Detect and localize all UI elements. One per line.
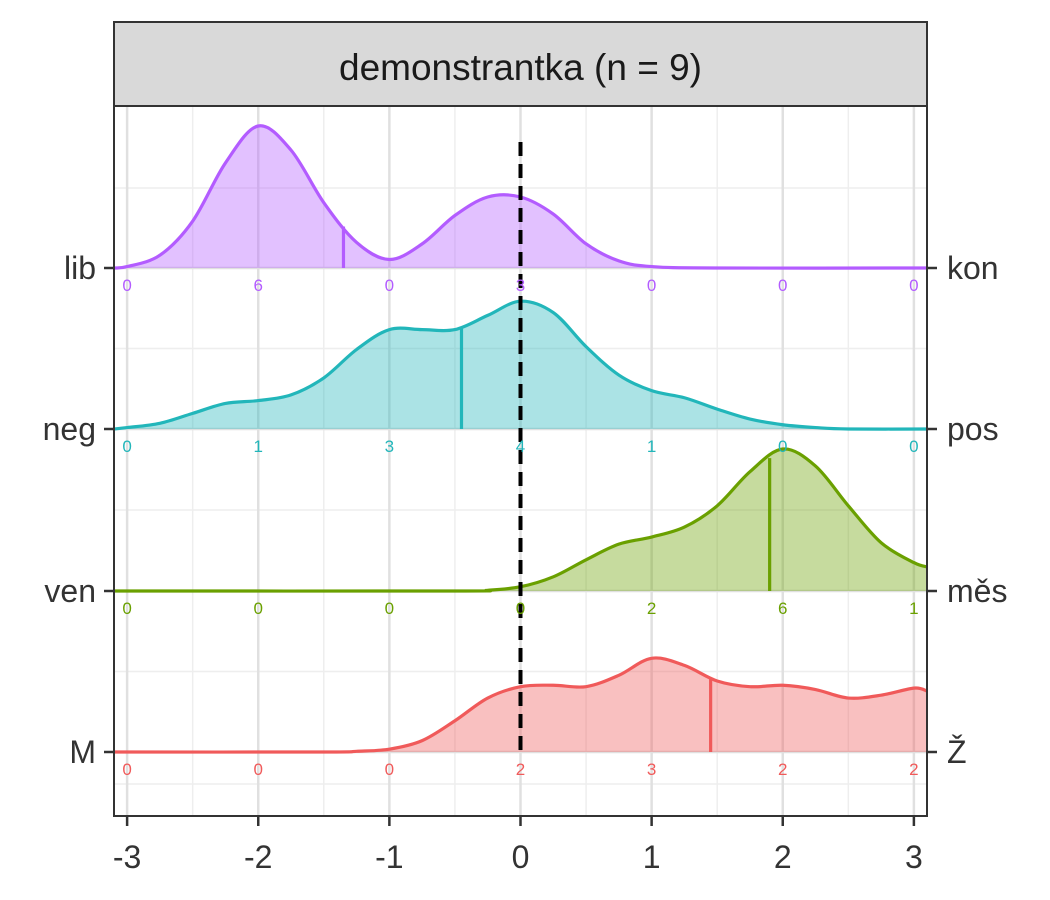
ridge-fill [114, 448, 927, 592]
facet-strip [113, 21, 928, 107]
ridge-line [113, 447, 928, 593]
count-label: 0 [778, 276, 787, 295]
count-label: 1 [254, 437, 263, 456]
count-label: 2 [909, 760, 918, 779]
count-label: 2 [778, 760, 787, 779]
x-tick-label: 0 [512, 839, 530, 875]
count-label: 0 [516, 599, 525, 618]
count-label: 1 [909, 599, 918, 618]
y-label-right: pos [947, 411, 999, 447]
count-label: 3 [647, 760, 656, 779]
count-label: 0 [122, 760, 131, 779]
count-label: 1 [647, 437, 656, 456]
y-label-left: M [69, 734, 96, 770]
x-tick-label: 3 [905, 839, 923, 875]
count-label: 0 [122, 437, 131, 456]
y-label-left: ven [44, 573, 96, 609]
count-label: 2 [516, 760, 525, 779]
x-tick-label: -2 [244, 839, 272, 875]
count-label: 0 [122, 276, 131, 295]
ridge-line [113, 656, 928, 754]
ridge-fill [114, 125, 927, 269]
axes: -3 -2 -1 0 1 2 3 lib kon neg pos ven měs M Ž [43, 250, 1008, 875]
y-label-left: lib [64, 250, 96, 286]
y-label-left: neg [43, 411, 96, 447]
count-label: 3 [516, 276, 525, 295]
count-label: 0 [254, 599, 263, 618]
count-label: 2 [647, 599, 656, 618]
count-label: 0 [385, 276, 394, 295]
count-label: 0 [909, 276, 918, 295]
x-tick-label: -3 [113, 839, 141, 875]
count-label: 6 [778, 599, 787, 618]
count-label: 0 [385, 599, 394, 618]
count-labels: 0 6 0 3 0 0 00 1 3 4 1 0 00 0 0 0 2 6 10 0 0 2 3 2 2 [122, 276, 918, 779]
count-label: 0 [647, 276, 656, 295]
x-tick-label: 1 [643, 839, 661, 875]
count-label: 0 [122, 599, 131, 618]
ridge-line [113, 299, 928, 431]
x-tick-label: 2 [774, 839, 792, 875]
y-label-right: Ž [947, 734, 967, 770]
x-tick-label: -1 [375, 839, 403, 875]
ridge-lib [113, 124, 928, 270]
count-label: 6 [254, 276, 263, 295]
ridge-line [113, 124, 928, 270]
ridge-ven [113, 447, 928, 593]
y-label-right: měs [947, 573, 1007, 609]
count-label: 0 [254, 760, 263, 779]
y-label-right: kon [947, 250, 999, 286]
facet-title: demonstrantka (n = 9) [339, 47, 702, 88]
count-label: 0 [909, 437, 918, 456]
count-label: 4 [516, 437, 525, 456]
count-label: 0 [778, 437, 787, 456]
count-label: 0 [385, 760, 394, 779]
count-label: 3 [385, 437, 394, 456]
